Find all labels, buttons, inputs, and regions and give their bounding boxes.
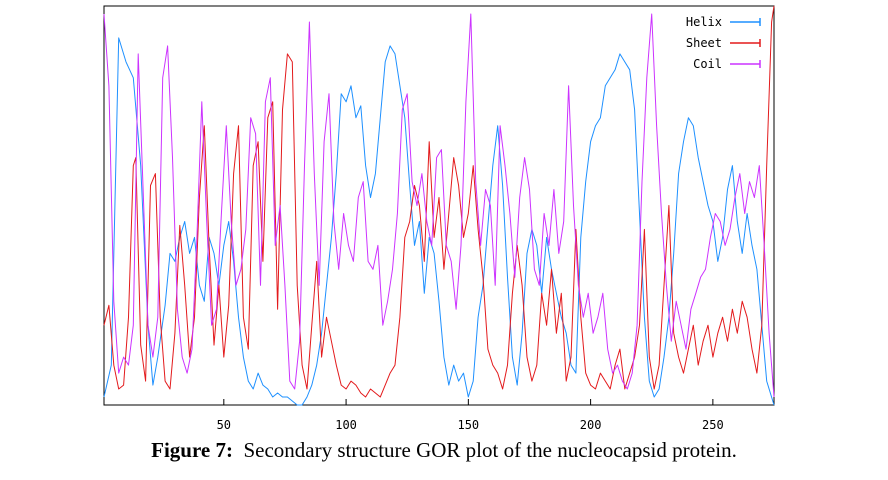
legend-label-sheet: Sheet (686, 36, 722, 50)
series-line-sheet (103, 5, 775, 398)
legend-label-coil: Coil (693, 57, 722, 71)
x-tick-label: 50 (217, 418, 231, 432)
x-tick-label: 200 (580, 418, 602, 432)
series-line-coil (103, 13, 775, 398)
series-layer (103, 5, 775, 406)
figure-label: Figure 7: (151, 438, 233, 462)
x-tick-label: 100 (335, 418, 357, 432)
x-tick-label: 150 (457, 418, 479, 432)
plot-frame (103, 5, 775, 406)
series-line-helix (103, 37, 775, 406)
x-tick-label: 250 (702, 418, 724, 432)
figure-caption-text: Secondary structure GOR plot of the nucl… (243, 438, 737, 462)
legend: Helix Sheet Coil (686, 15, 761, 71)
figure-caption: Figure 7: Secondary structure GOR plot o… (0, 438, 888, 463)
legend-label-helix: Helix (686, 15, 722, 29)
gor-plot: 50 100 150 200 250 Helix Sheet Coil (103, 5, 775, 432)
x-axis: 50 100 150 200 250 (217, 399, 724, 432)
